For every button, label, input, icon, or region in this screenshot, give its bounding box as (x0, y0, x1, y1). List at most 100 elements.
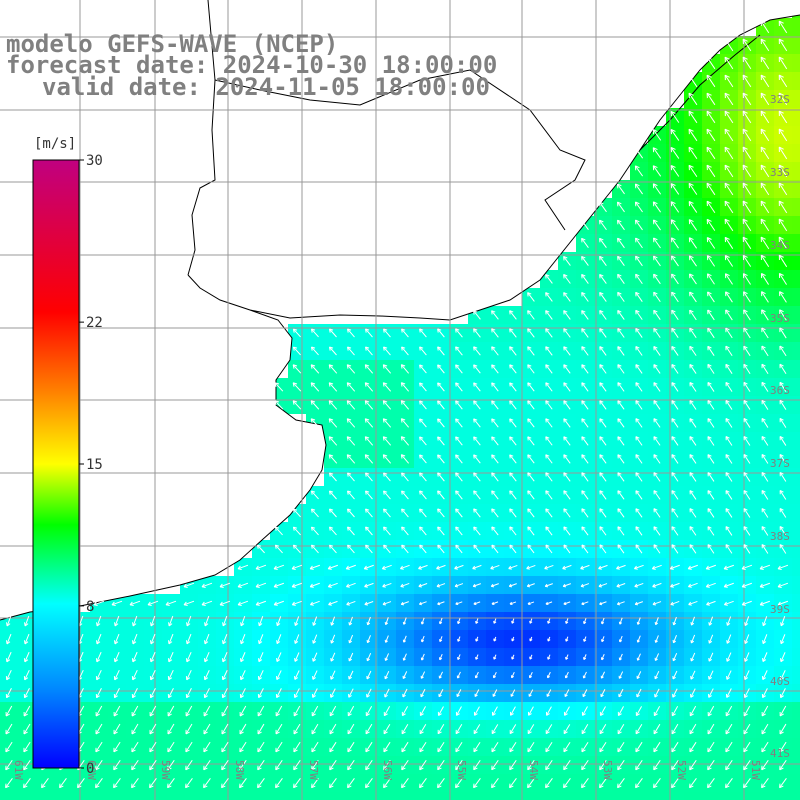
wind-arrow (257, 741, 265, 753)
wind-arrow (201, 582, 213, 588)
wind-arrow (400, 454, 410, 464)
wind-arrow (382, 601, 392, 606)
wind-arrow (311, 705, 319, 717)
wind-arrow (779, 345, 787, 357)
wind-arrow (563, 490, 571, 500)
wind-arrow (689, 526, 697, 536)
wind-arrow (563, 382, 571, 392)
speed-cell (612, 792, 630, 800)
wind-arrow (617, 544, 625, 554)
wind-arrow (168, 615, 174, 627)
wind-arrow (742, 164, 752, 178)
wind-arrow (382, 582, 392, 588)
wind-arrow (779, 723, 787, 735)
wind-arrow (671, 759, 679, 771)
wind-arrow (527, 778, 535, 789)
wind-arrow (5, 633, 12, 645)
wind-arrow (581, 741, 589, 753)
wind-arrow (381, 564, 392, 570)
speed-cell (792, 342, 800, 360)
wind-arrow (419, 454, 427, 464)
wind-arrow (545, 526, 553, 536)
wind-arrow (491, 724, 499, 735)
wind-arrow (257, 670, 264, 681)
wind-arrow (742, 74, 752, 88)
wind-arrow (690, 670, 696, 680)
wind-arrow (599, 328, 607, 338)
wind-arrow (671, 364, 679, 374)
speed-cell (558, 792, 576, 800)
wind-arrow (545, 400, 553, 410)
wind-arrow (580, 583, 590, 588)
speed-cell (18, 792, 36, 800)
wind-arrow (401, 490, 409, 500)
wind-arrow (779, 417, 787, 428)
wind-arrow (618, 653, 623, 661)
wind-arrow (779, 688, 786, 699)
wind-arrow (237, 600, 249, 606)
wind-arrow (420, 688, 426, 698)
wind-arrow (599, 346, 607, 356)
wind-arrow (330, 670, 336, 680)
wind-arrow (527, 328, 535, 338)
wind-arrow (545, 544, 553, 554)
wind-arrow (384, 653, 390, 661)
wind-arrow (275, 778, 283, 789)
wind-arrow (778, 74, 788, 88)
wind-arrow (563, 601, 571, 606)
wind-arrow (419, 508, 427, 518)
wind-arrow (330, 688, 336, 698)
lon-label: 58W (233, 760, 246, 780)
wind-arrow (761, 723, 769, 735)
wind-arrow (527, 346, 535, 356)
wind-arrow (779, 381, 787, 392)
wind-arrow (437, 601, 445, 606)
wind-arrow (491, 526, 499, 536)
wind-arrow (292, 508, 301, 518)
wind-arrow (689, 759, 697, 771)
wind-arrow (185, 651, 192, 663)
wind-arrow (635, 328, 643, 338)
wind-arrow (618, 688, 624, 698)
wind-arrow (439, 636, 443, 643)
wind-arrow (707, 472, 715, 482)
wind-arrow (491, 346, 499, 356)
wind-arrow (328, 382, 338, 392)
wind-arrow (778, 56, 788, 70)
wind-arrow (509, 741, 517, 753)
wind-arrow (402, 635, 407, 643)
speed-cell (792, 216, 800, 234)
wind-arrow (328, 436, 338, 446)
wind-arrow (455, 526, 463, 536)
wind-arrow (689, 472, 697, 482)
wind-arrow (689, 400, 697, 410)
wind-arrow (203, 633, 210, 645)
wind-arrow (113, 778, 121, 789)
wind-arrow (563, 364, 571, 374)
wind-arrow (707, 273, 715, 285)
wind-arrow (365, 346, 373, 356)
wind-arrow (346, 400, 356, 410)
colorbar (32, 159, 80, 769)
wind-arrow (437, 328, 445, 338)
wind-arrow (131, 705, 139, 717)
wind-arrow (654, 670, 660, 680)
wind-arrow (599, 255, 607, 266)
wind-arrow (491, 544, 499, 554)
wind-arrow (778, 272, 787, 285)
wind-arrow (653, 327, 661, 338)
wind-arrow (563, 526, 571, 536)
wind-arrow (563, 544, 571, 554)
wind-arrow (294, 670, 300, 680)
wind-arrow (760, 200, 770, 214)
wind-arrow (455, 724, 463, 735)
wind-arrow (203, 670, 210, 681)
wind-arrows (5, 20, 789, 789)
wind-arrow (292, 544, 301, 554)
wind-arrow (708, 616, 714, 626)
wind-arrow (635, 237, 643, 249)
wind-arrow (724, 273, 733, 285)
speed-cell (414, 792, 432, 800)
wind-arrow (544, 583, 553, 588)
wind-arrow (527, 454, 535, 464)
